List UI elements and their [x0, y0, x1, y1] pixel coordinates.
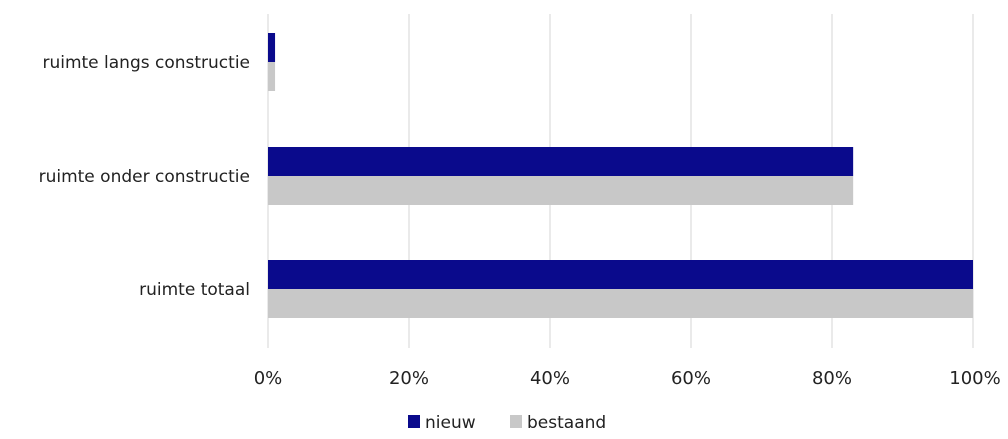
bar-nieuw-2: [268, 260, 973, 289]
legend: nieuw bestaand: [408, 413, 606, 433]
x-tick-label: 60%: [671, 368, 711, 389]
x-tick-label: 0%: [254, 368, 283, 389]
legend-swatch-bestaand: [510, 415, 522, 428]
bar-bestaand-0: [268, 62, 276, 91]
x-tick-label: 20%: [389, 368, 429, 389]
x-tick-label: 100%: [949, 368, 1000, 389]
category-label: ruimte onder constructie: [39, 167, 250, 187]
x-tick-label: 40%: [530, 368, 570, 389]
legend-label-bestaand: bestaand: [527, 413, 606, 433]
category-label: ruimte langs constructie: [42, 53, 250, 73]
bar-bestaand-1: [268, 176, 854, 205]
legend-swatch-nieuw: [408, 415, 420, 428]
bar-nieuw-0: [268, 33, 276, 62]
bars: [268, 33, 973, 318]
category-label: ruimte totaal: [139, 280, 250, 300]
x-axis-tick-labels: 0% 20% 40% 60% 80% 100%: [254, 368, 1001, 389]
legend-label-nieuw: nieuw: [425, 413, 476, 433]
category-labels: ruimte langs constructie ruimte onder con…: [39, 53, 250, 300]
bar-bestaand-2: [268, 289, 973, 318]
x-tick-label: 80%: [812, 368, 852, 389]
bar-nieuw-1: [268, 147, 854, 176]
